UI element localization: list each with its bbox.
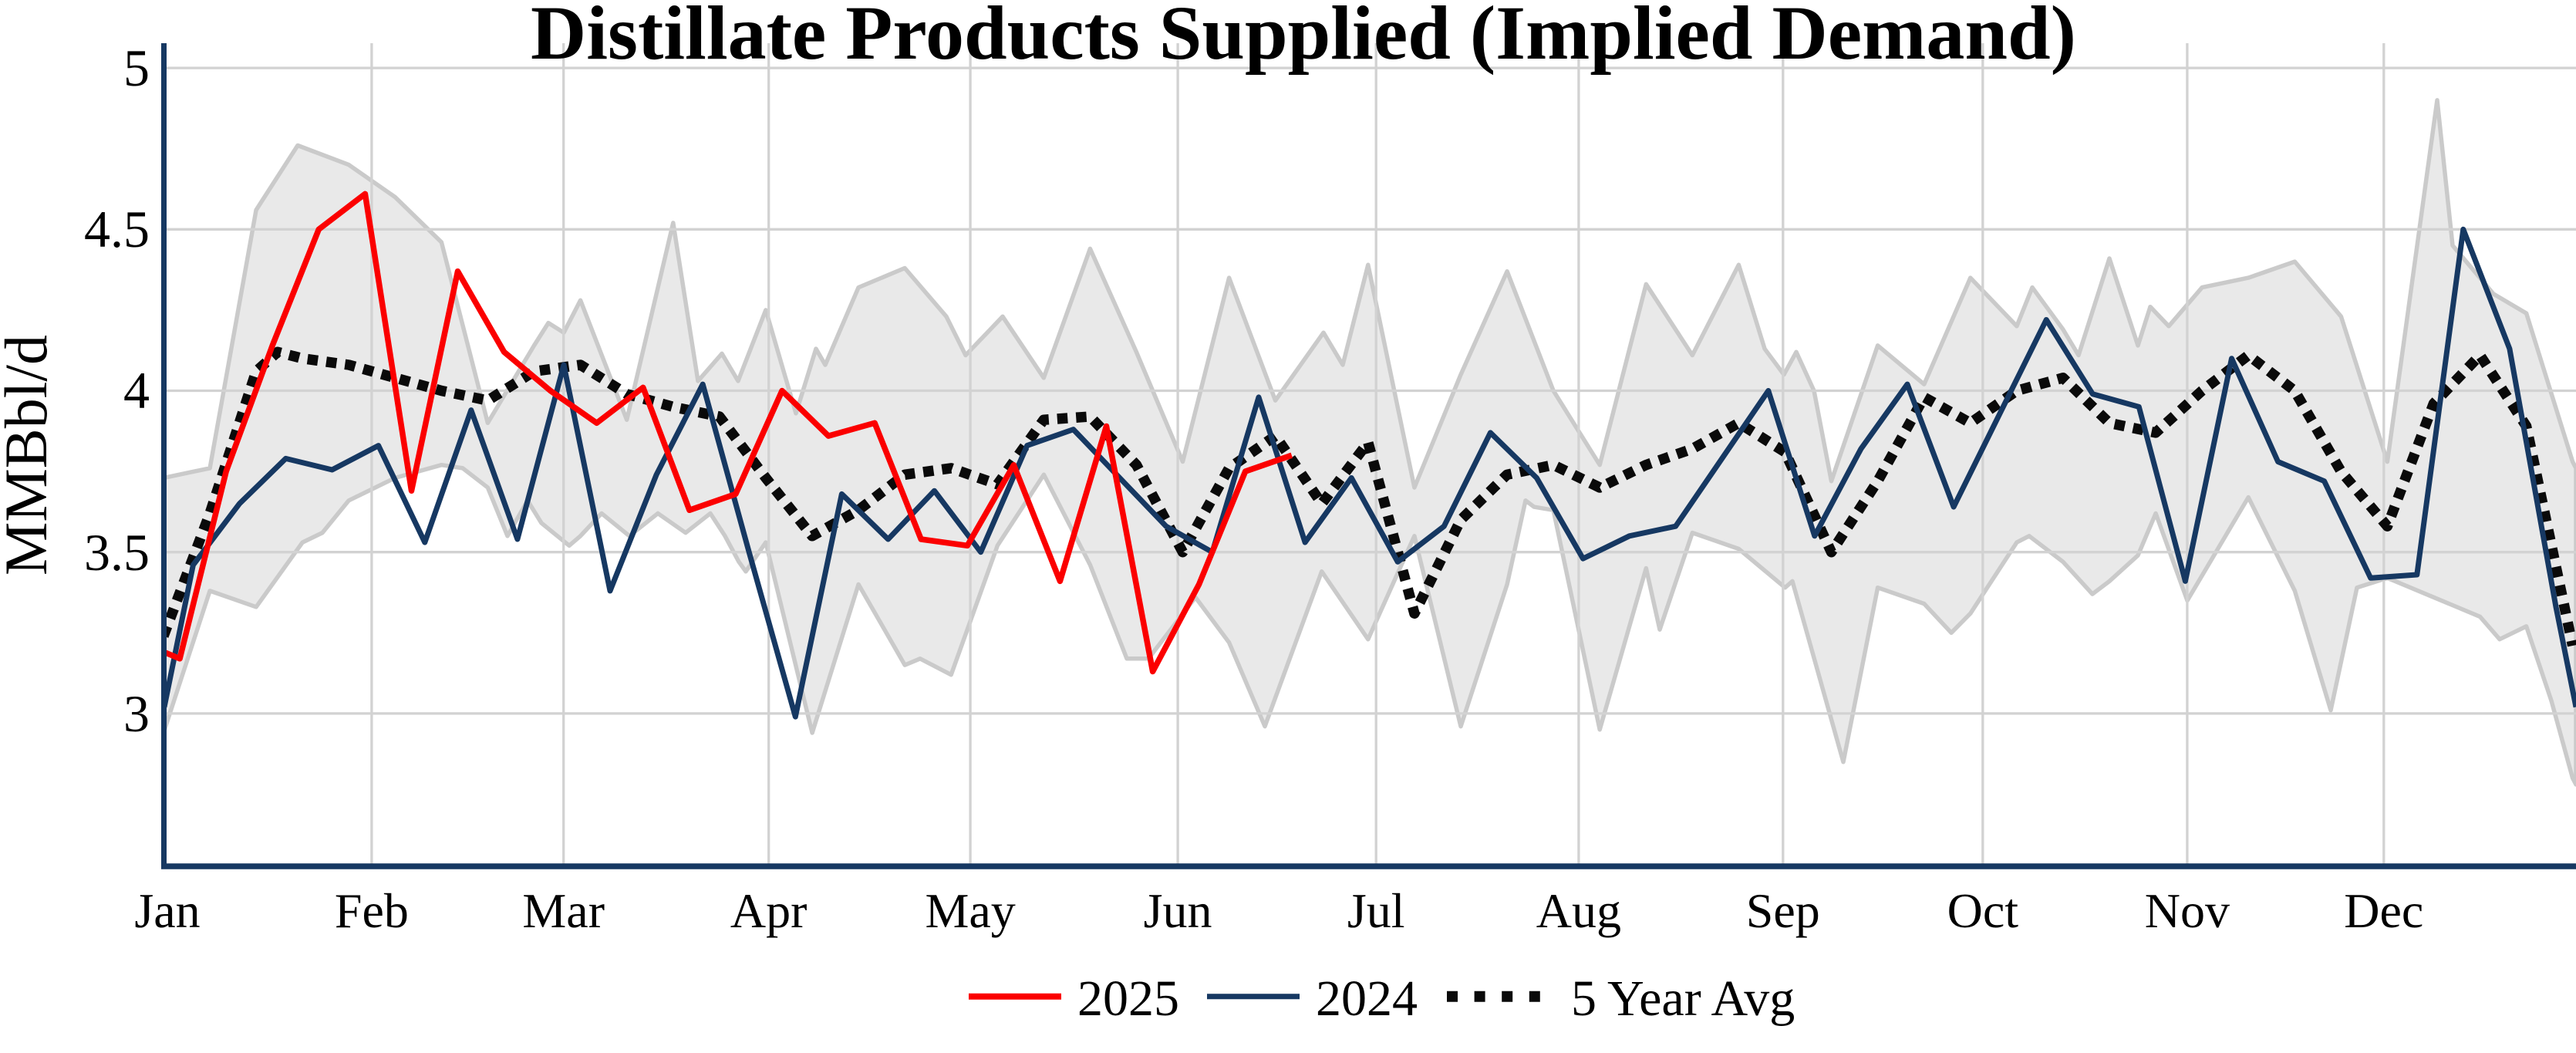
svg-text:4: 4 (123, 361, 150, 420)
svg-text:Apr: Apr (730, 883, 808, 938)
svg-text:5: 5 (123, 39, 150, 97)
svg-text:2024: 2024 (1316, 970, 1418, 1027)
svg-text:Dec: Dec (2344, 883, 2423, 938)
svg-text:Feb: Feb (335, 883, 409, 938)
svg-text:2025: 2025 (1077, 970, 1179, 1027)
svg-text:Jan: Jan (134, 883, 200, 938)
svg-text:Jun: Jun (1144, 883, 1212, 938)
svg-text:Distillate Products Supplied (: Distillate Products Supplied (Implied De… (531, 0, 2076, 76)
svg-text:Mar: Mar (522, 883, 605, 938)
svg-text:May: May (925, 883, 1015, 938)
svg-text:4.5: 4.5 (84, 200, 150, 258)
svg-text:Oct: Oct (1947, 883, 2019, 938)
svg-text:5 Year Avg: 5 Year Avg (1571, 970, 1795, 1027)
svg-text:Jul: Jul (1347, 883, 1405, 938)
svg-text:MMBbl/d: MMBbl/d (0, 335, 59, 575)
svg-text:Nov: Nov (2145, 883, 2230, 938)
svg-text:3.5: 3.5 (84, 523, 150, 582)
svg-text:3: 3 (123, 684, 150, 743)
svg-text:Sep: Sep (1746, 883, 1820, 938)
svg-text:Aug: Aug (1536, 883, 1621, 938)
